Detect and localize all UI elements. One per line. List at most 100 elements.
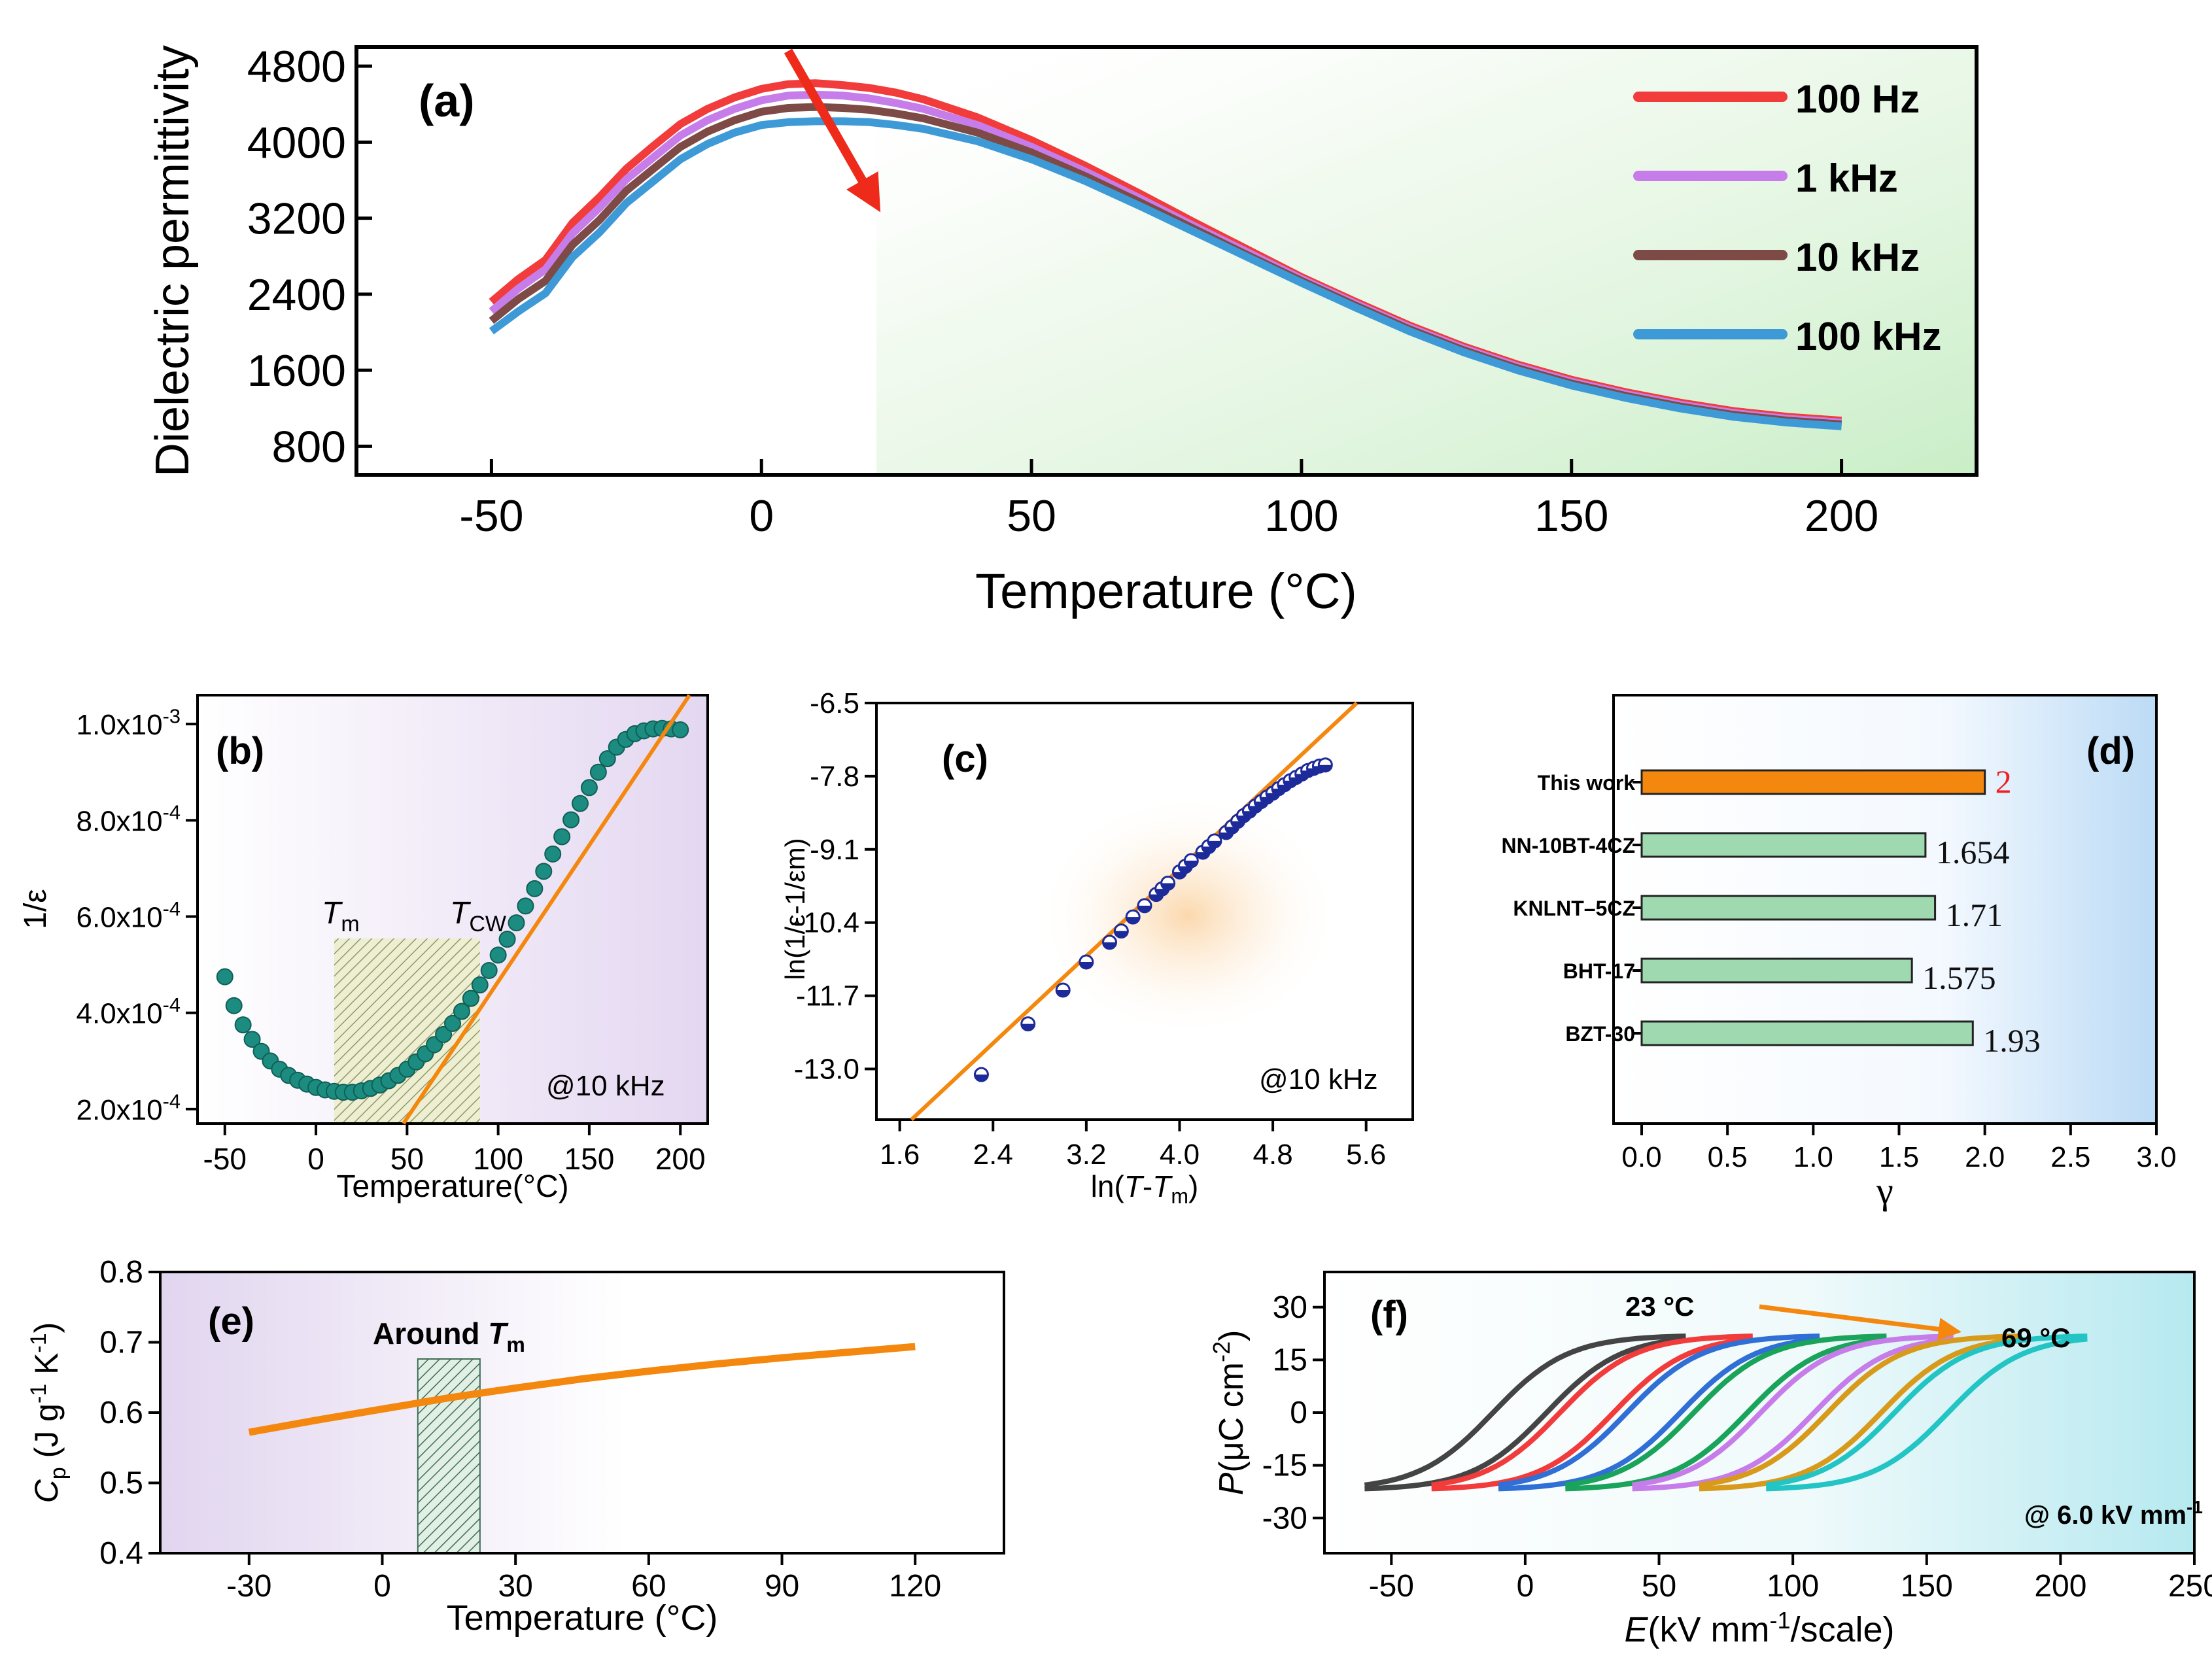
panel-c-glow [1001, 778, 1341, 1053]
data-point [1113, 923, 1129, 939]
data-point [225, 997, 243, 1014]
panel-e-xtick-label: -30 [226, 1569, 271, 1604]
panel-e-ylabel: Cp (J g-1 K-1) [26, 1322, 71, 1504]
panel-b-frequency-note: @10 kHz [546, 1070, 665, 1102]
panel-b-ticks: -50 0 50 100 150 200 2.0x10-4 4.0x10-4 6.0x10-4 8… [77, 705, 706, 1176]
data-point [234, 1016, 252, 1034]
bar-3 [1640, 957, 1913, 984]
panel-c-xtick-label: 5.6 [1346, 1139, 1386, 1171]
panel-e-ticks: -30 0 30 60 90 120 0.4 0.5 0.6 0.7 0.8 [99, 1255, 941, 1604]
panel-e: -30 0 30 60 90 120 0.4 0.5 0.6 0.7 0.8 (e) Around … [26, 1255, 1005, 1638]
panel-a-ytick-label: 1600 [247, 346, 346, 396]
panel-b-ytick-label: 6.0x10-4 [77, 897, 181, 934]
bar-category-label: BHT-17 [1563, 959, 1635, 983]
panel-f-ytick-label: 15 [1273, 1343, 1307, 1377]
bar-value-label: 2 [1996, 763, 2012, 800]
panel-c-xtick-label: 2.4 [973, 1139, 1013, 1171]
panel-f-xtick-label: -50 [1369, 1569, 1414, 1604]
data-point [444, 1014, 461, 1032]
panel-c: 1.6 2.4 3.2 4.0 4.8 5.6 -13.0 -11.7 -10.4 -9.1 -7.… [780, 687, 1414, 1208]
panel-a-ytick-label: 4000 [247, 118, 346, 167]
legend-label: 1 kHz [1795, 156, 1898, 200]
panel-e-ytick-label: 0.4 [99, 1536, 143, 1571]
data-point [480, 961, 498, 979]
panel-f-ytick-label: -30 [1262, 1501, 1307, 1536]
panel-b-points [216, 719, 689, 1101]
panel-f-xtick-label: 0 [1517, 1569, 1534, 1604]
panel-a-xlabel: Temperature (°C) [975, 564, 1357, 619]
panel-c-xlabel: ln(T-Tm) [1091, 1169, 1199, 1208]
panel-b-ytick-label: 8.0x10-4 [77, 801, 181, 838]
data-point [471, 976, 489, 994]
panel-c-ytick-label: -7.8 [810, 761, 859, 793]
panel-a-ytick-label: 4800 [247, 42, 346, 92]
data-point [435, 1025, 453, 1043]
data-point [216, 968, 233, 986]
tcw-label: TCW [450, 896, 506, 937]
panel-b-ylabel: 1/ε [18, 889, 53, 929]
panel-d-frame [1612, 694, 2158, 1125]
panel-d-xlabel: γ [1876, 1169, 1893, 1212]
bar-category-label: BZT-30 [1565, 1022, 1635, 1046]
panel-d-xtick-label: 1.0 [1793, 1141, 1833, 1173]
panel-d: 0.0 0.5 1.0 1.5 2.0 2.5 3.0 This work 2 NN-10BT-… [1502, 694, 2177, 1212]
field-strength-label: @ 6.0 kV mm-1 [2024, 1497, 2203, 1530]
panel-e-shaded-region [417, 1358, 481, 1554]
panel-b-label: (b) [216, 730, 264, 772]
hysteresis-loop [1564, 1333, 1887, 1492]
data-point [544, 845, 562, 863]
hysteresis-loop [1364, 1333, 1686, 1492]
panel-f-ticks: -50 0 50 100 150 200 250 -30 -15 0 15 30 [1262, 1290, 2212, 1604]
hysteresis-loop [1765, 1333, 2088, 1492]
panel-a-frame [354, 45, 1979, 477]
panel-f-xtick-label: 250 [2168, 1569, 2212, 1604]
panel-c-ticks: 1.6 2.4 3.2 4.0 4.8 5.6 -13.0 -11.7 -10.4 -9.1 -7.… [794, 687, 1387, 1171]
panel-e-label: (e) [208, 1300, 254, 1343]
panel-c-ytick-label: -9.1 [810, 834, 859, 866]
data-point [589, 763, 607, 781]
panel-d-ticks: 0.0 0.5 1.0 1.5 2.0 2.5 3.0 [1621, 781, 2177, 1173]
data-point [1160, 875, 1176, 891]
panel-c-frame [875, 702, 1414, 1121]
legend-label: 100 kHz [1795, 315, 1941, 358]
panel-e-xtick-label: 60 [631, 1569, 666, 1604]
panel-f-xtick-label: 200 [2034, 1569, 2086, 1604]
panel-c-xtick-label: 3.2 [1066, 1139, 1106, 1171]
legend-label: 100 Hz [1795, 77, 1920, 121]
panel-a-ytick-label: 800 [272, 422, 346, 472]
data-point [517, 897, 534, 915]
bar-value-label: 1.575 [1922, 959, 1996, 996]
panel-f-xtick-label: 50 [1642, 1569, 1676, 1604]
data-point [1183, 853, 1199, 868]
data-point [1317, 757, 1333, 773]
panel-e-xtick-label: 120 [889, 1569, 941, 1604]
panel-b-xtick-label: 100 [473, 1142, 523, 1176]
panel-e-ytick-label: 0.7 [99, 1326, 143, 1360]
panel-d-bars: This work 2 NN-10BT-4CZ 1.654 KNLNT–5CZ 1.71 B… [1502, 763, 2041, 1059]
panel-a-label: (a) [419, 75, 475, 126]
panel-c-ytick-label: -10.4 [794, 907, 859, 939]
legend-label: 10 kHz [1795, 235, 1920, 279]
data-point [498, 931, 516, 948]
end-temperature-label: 69 °C [2001, 1322, 2071, 1353]
panel-c-xtick-label: 1.6 [880, 1139, 920, 1171]
series-line-100-khz [489, 117, 1842, 430]
panel-a-ytick-label: 3200 [247, 194, 346, 244]
panel-e-line [248, 1343, 916, 1436]
bar-value-label: 1.93 [1983, 1022, 2041, 1059]
frequency-arrow [784, 48, 881, 213]
data-point [1137, 898, 1152, 914]
panel-a-xtick-label: 0 [749, 491, 774, 541]
panel-e-xtick-label: 0 [373, 1569, 391, 1604]
panel-e-ytick-label: 0.5 [99, 1466, 143, 1501]
panel-b-ytick-label: 2.0x10-4 [77, 1090, 181, 1126]
panel-f-loops [1364, 1333, 2088, 1492]
bar-category-label: This work [1538, 771, 1636, 795]
panel-a-xtick-label: -50 [459, 491, 523, 541]
around-tm-label: Around Tm [373, 1316, 525, 1356]
bar-value-label: 1.654 [1936, 834, 2010, 870]
data-point [1154, 881, 1170, 897]
panel-f-ytick-label: 30 [1273, 1290, 1307, 1325]
data-point [535, 863, 553, 880]
panel-a-legend: 100 Hz 1 kHz 10 kHz 100 kHz [1633, 77, 1941, 358]
